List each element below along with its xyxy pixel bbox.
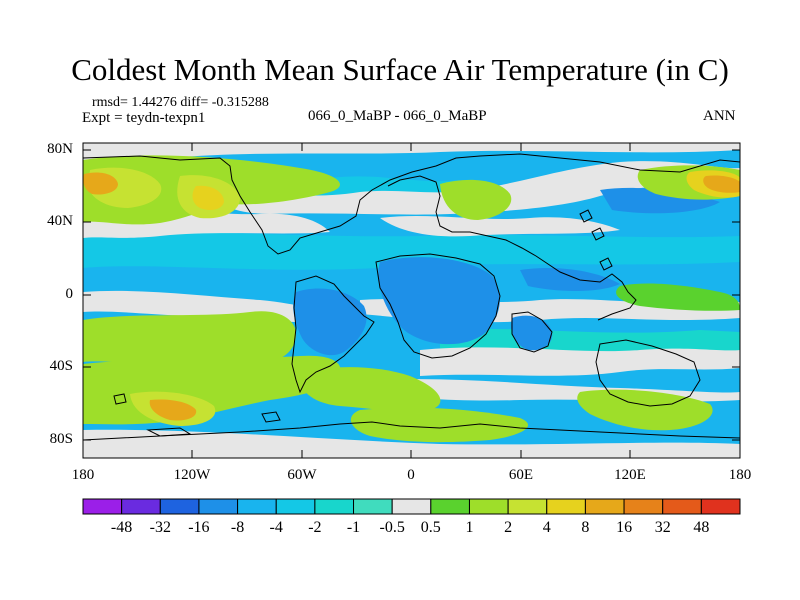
x-label-180w: 180 xyxy=(71,467,95,483)
map-title: Coldest Month Mean Surface Air Temperatu… xyxy=(71,52,729,87)
x-label-120e: 120E xyxy=(614,467,646,483)
colorbar-label: 0.5 xyxy=(420,519,441,536)
coastlines xyxy=(83,153,740,441)
colorbar-swatch xyxy=(584,498,625,515)
field-band-white xyxy=(380,216,620,237)
field-patch-green xyxy=(299,367,441,412)
south-america-coastline xyxy=(291,275,375,394)
x-label-60e: 60E xyxy=(508,467,534,483)
field-patch-orange xyxy=(149,399,197,421)
field-patch-blue xyxy=(520,267,620,291)
colorbar-swatch xyxy=(662,498,702,515)
colorbar-label: 48 xyxy=(693,519,710,536)
field-band-white xyxy=(83,429,740,458)
x-label-60w: 60W xyxy=(287,467,317,483)
x-label-120w: 120W xyxy=(173,467,211,483)
colorbar-label: -16 xyxy=(188,519,210,536)
colorbar-label: -1 xyxy=(346,519,361,536)
colorbar-label: -2 xyxy=(308,519,322,536)
y-label-80n: 80N xyxy=(47,141,73,157)
colorbar-label: 1 xyxy=(465,519,474,536)
colorbar-swatch xyxy=(546,498,586,515)
colorbar-swatch xyxy=(507,498,548,515)
field-patch-green xyxy=(440,179,512,220)
y-label-40n: 40N xyxy=(47,213,73,229)
colorbar-swatch xyxy=(391,498,432,515)
x-axis-ticks xyxy=(191,143,631,458)
colorbar-swatch xyxy=(314,498,355,515)
colorbar-swatch xyxy=(159,498,200,515)
colorbar xyxy=(82,498,741,515)
colorbar-label: 4 xyxy=(542,519,551,536)
y-label-0: 0 xyxy=(65,286,74,302)
period-label: 066_0_MaBP - 066_0_MaBP xyxy=(308,108,487,124)
field-patch-yellow xyxy=(192,185,224,210)
field-patch-blue xyxy=(378,257,500,345)
y-label-40s: 40S xyxy=(49,358,73,374)
field-patch-green xyxy=(83,311,296,366)
antarctica-coastline xyxy=(83,421,740,441)
x-label-180e: 180 xyxy=(728,467,752,483)
colorbar-swatch xyxy=(275,498,316,515)
colorbar-label: -0.5 xyxy=(379,519,405,536)
field-band-white xyxy=(83,143,740,160)
field-patch-green xyxy=(350,407,529,443)
colorbar-swatch xyxy=(468,498,509,515)
field-band-cyan xyxy=(83,232,740,270)
northern-coastline xyxy=(83,153,740,255)
field-patch-orange xyxy=(703,175,740,193)
colorbar-swatch xyxy=(623,498,664,515)
colorbar-label: 8 xyxy=(581,519,590,536)
colorbar-swatch xyxy=(353,498,393,515)
y-axis-ticks xyxy=(83,149,740,441)
y-label-80s: 80S xyxy=(49,431,73,447)
field-patch-blue xyxy=(293,288,367,356)
temperature-field xyxy=(83,143,740,458)
islands-coastline xyxy=(579,209,613,271)
field-patch-green xyxy=(577,389,713,431)
islands-coastline xyxy=(113,393,281,437)
field-band-white xyxy=(420,347,740,376)
field-patch-green xyxy=(616,283,740,311)
colorbar-swatch xyxy=(121,498,161,515)
colorbar-label: -48 xyxy=(110,519,133,536)
colorbar-swatch xyxy=(237,498,277,515)
experiment-label: Expt = teydn-texpn1 xyxy=(82,110,206,126)
field-band-white xyxy=(83,290,350,323)
rmsd-diff-stats: rmsd= 1.44276 diff= -0.315288 xyxy=(92,95,269,110)
colorbar-swatch xyxy=(430,498,470,515)
colorbar-label: 2 xyxy=(504,519,513,536)
australia-coastline xyxy=(595,339,701,407)
africa-coastline xyxy=(375,253,501,359)
colorbar-label: -8 xyxy=(230,519,245,536)
field-patch-orange xyxy=(83,172,118,195)
field-patch-blue xyxy=(510,315,553,351)
colorbar-swatch xyxy=(82,498,123,515)
colorbar-swatch xyxy=(700,498,741,515)
colorbar-label: -4 xyxy=(269,519,283,536)
india-coastline xyxy=(511,311,553,353)
field-band-white xyxy=(210,161,740,215)
colorbar-swatch xyxy=(198,498,239,515)
season-label: ANN xyxy=(703,108,736,124)
colorbar-label: 16 xyxy=(616,519,633,536)
x-label-0: 0 xyxy=(407,467,415,483)
colorbar-label: 32 xyxy=(654,519,671,536)
colorbar-label: -32 xyxy=(149,519,171,536)
eurasia-coastline xyxy=(387,175,637,321)
